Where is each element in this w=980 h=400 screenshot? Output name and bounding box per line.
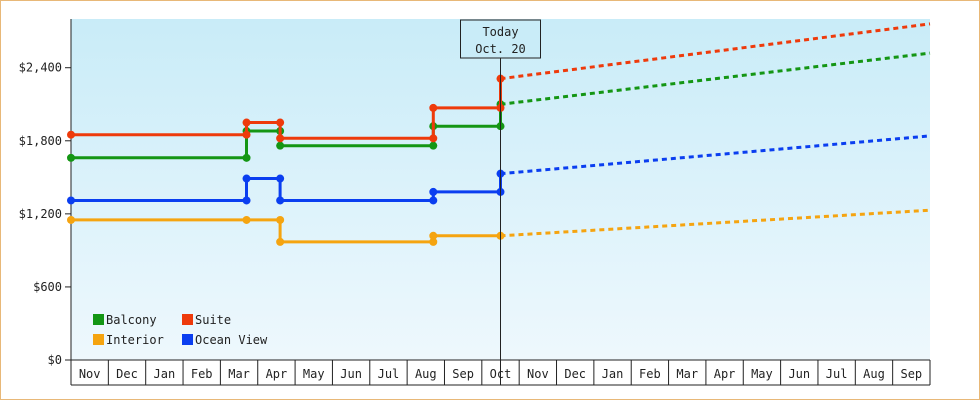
legend: Balcony Suite Interior Ocean View [93,313,268,347]
legend-label: Balcony [106,313,157,327]
data-point-ocean-view [242,174,251,183]
data-point-interior [429,231,438,240]
y-tick-label: $600 [33,280,62,294]
x-tick-label: Nov [79,367,101,381]
x-tick-label: Jun [788,367,810,381]
legend-swatch [182,334,193,345]
x-tick-label: Apr [266,367,288,381]
x-tick-label: Aug [415,367,437,381]
data-point-interior [429,237,438,246]
x-tick-label: Dec [116,367,138,381]
data-point-ocean-view [242,196,251,205]
x-tick-label: May [303,367,325,381]
y-tick-label: $2,400 [19,61,62,75]
x-tick-label: Dec [564,367,586,381]
x-tick-label: Jan [154,367,176,381]
forecast-line-suite [500,22,931,81]
x-tick-label: Jan [602,367,624,381]
data-point-suite [242,130,251,139]
data-point-ocean-view [276,174,285,183]
y-tick-label: $0 [48,353,62,367]
today-date: Oct. 20 [475,42,526,56]
x-tick-label: Sep [900,367,922,381]
data-point-interior [242,215,251,224]
forecast-line-balcony [500,51,931,106]
data-point-ocean-view [429,187,438,196]
today-label: Today [482,25,518,39]
x-tick-label: Nov [527,367,549,381]
x-tick-label: Feb [191,367,213,381]
data-point-balcony [429,141,438,150]
data-point-ocean-view [429,196,438,205]
legend-label: Interior [106,333,164,347]
x-tick-label: Feb [639,367,661,381]
data-point-suite [429,103,438,112]
data-point-ocean-view [276,196,285,205]
legend-swatch [182,314,193,325]
data-point-suite [276,118,285,127]
today-box [460,19,541,59]
data-point-interior [67,215,75,224]
x-tick-label: Jul [826,367,848,381]
data-point-balcony [276,141,285,150]
y-tick-label: $1,200 [19,207,62,221]
data-point-suite [276,134,285,143]
legend-swatch [93,314,104,325]
x-tick-label: Apr [714,367,736,381]
legend-label: Suite [195,313,231,327]
data-point-suite [67,130,75,139]
data-point-interior [276,215,285,224]
data-point-interior [276,237,285,246]
data-point-ocean-view [67,196,75,205]
today-marker: Today Oct. 20 [460,19,541,385]
x-tick-label: Sep [452,367,474,381]
x-tick-label: May [751,367,773,381]
legend-label: Ocean View [195,333,268,347]
x-tick-label: Aug [863,367,885,381]
x-tick-label: Jul [378,367,400,381]
series-layer [67,22,931,246]
y-tick-label: $1,800 [19,134,62,148]
x-tick-label: Jun [340,367,362,381]
data-point-balcony [67,153,75,162]
legend-swatch [93,334,104,345]
data-point-balcony [242,153,251,162]
x-tick-label: Mar [676,367,698,381]
data-point-suite [429,134,438,143]
x-tick-label: Mar [228,367,250,381]
data-point-suite [242,118,251,127]
